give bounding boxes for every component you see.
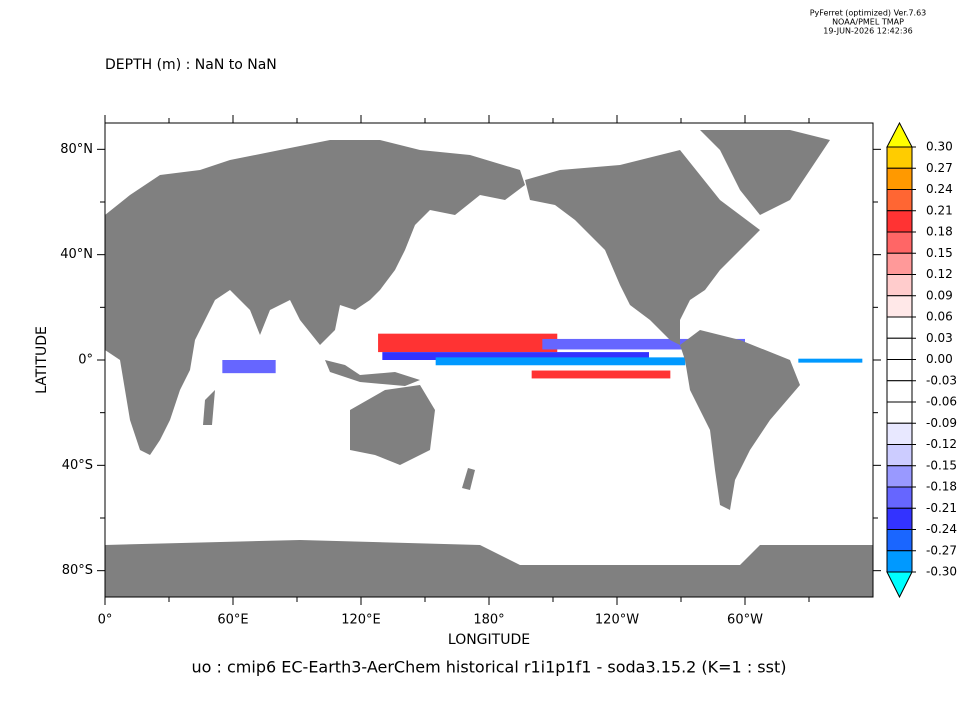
colorbar-label: 0.15 — [926, 246, 953, 260]
field-layer — [222, 333, 863, 379]
colorbar-box — [886, 189, 913, 212]
colorbar-box — [886, 380, 913, 403]
x-tick-label: 180° — [473, 613, 504, 628]
colorbar-box — [886, 444, 913, 467]
colorbar: 0.30 0.27 0.24 0.21 0.18 0.15 0.12 0.09 0.06 0.03… — [886, 121, 957, 599]
velocity-patch — [542, 338, 745, 350]
velocity-patch — [435, 357, 686, 366]
y-axis-label: LATITUDE — [34, 326, 50, 394]
x-tick-label: 0° — [98, 613, 113, 628]
colorbar-label: -0.27 — [926, 543, 957, 557]
footer: uo : cmip6 EC-Earth3-AerChem historical … — [192, 658, 787, 677]
y-tick-label: 40°N — [60, 247, 93, 262]
colorbar-box — [886, 486, 913, 509]
header-line: 19-JUN-2026 12:42:36 — [823, 27, 912, 36]
colorbar-label: -0.12 — [926, 437, 957, 451]
velocity-patch — [382, 352, 649, 360]
colorbar-label: -0.30 — [926, 565, 957, 579]
indonesia — [325, 360, 420, 386]
velocity-patch — [378, 333, 558, 353]
x-tick-label: 60°W — [727, 613, 763, 628]
x-tick-label: 60°E — [217, 613, 248, 628]
header-line: NOAA/PMEL TMAP — [832, 18, 904, 27]
colorbar-label: 0.03 — [926, 331, 953, 345]
velocity-patch — [531, 370, 671, 379]
greenland — [700, 130, 830, 215]
madagascar — [203, 390, 215, 425]
colorbar-box — [886, 252, 913, 275]
colorbar-label: 0.24 — [926, 182, 953, 196]
colorbar-box — [886, 465, 913, 488]
colorbar-label: -0.06 — [926, 395, 957, 409]
eurasia-africa — [105, 140, 525, 455]
velocity-patch — [222, 360, 276, 374]
colorbar-label: -0.18 — [926, 480, 957, 494]
colorbar-under — [886, 571, 913, 599]
colorbar-label: 0.27 — [926, 161, 953, 175]
colorbar-label: 0.30 — [926, 140, 953, 154]
colorbar-box — [886, 295, 913, 318]
y-tick-label: 80°N — [60, 142, 93, 157]
y-tick-label: 40°S — [62, 458, 93, 473]
colorbar-box — [886, 550, 913, 573]
header-line: PyFerret (optimized) Ver.7.63 — [810, 9, 927, 18]
colorbar-box — [886, 401, 913, 424]
colorbar-box — [886, 507, 913, 530]
colorbar-box — [886, 316, 913, 339]
colorbar-box — [886, 210, 913, 233]
map-title: DEPTH (m) : NaN to NaN — [105, 57, 277, 73]
x-axis-label: LONGITUDE — [448, 632, 530, 648]
south-america — [680, 330, 800, 510]
antarctica — [105, 540, 873, 597]
colorbar-label: -0.21 — [926, 501, 957, 515]
x-tick-label: 120°E — [341, 613, 381, 628]
colorbar-label: 0.09 — [926, 288, 953, 302]
x-tick-label: 120°W — [595, 613, 639, 628]
colorbar-box — [886, 359, 913, 382]
colorbar-box — [886, 231, 913, 254]
colorbar-label: 0.06 — [926, 310, 953, 324]
colorbar-over — [886, 121, 913, 148]
north-america — [525, 150, 760, 345]
new-zealand — [462, 468, 475, 490]
colorbar-label: -0.09 — [926, 416, 957, 430]
velocity-patch — [798, 358, 863, 363]
colorbar-label: 0.12 — [926, 267, 953, 281]
colorbar-label: -0.03 — [926, 373, 957, 387]
colorbar-box — [886, 337, 913, 360]
colorbar-box — [886, 422, 913, 445]
colorbar-box — [886, 274, 913, 297]
colorbar-box — [886, 146, 913, 169]
colorbar-label: -0.24 — [926, 522, 957, 536]
colorbar-label: -0.15 — [926, 458, 957, 472]
colorbar-box — [886, 529, 913, 552]
colorbar-box — [886, 167, 913, 190]
australia — [350, 385, 435, 465]
colorbar-label: 0.00 — [926, 352, 953, 366]
axes: 0° 60°E 120°E 180° 120°W 60°W 80°N 40°N 0° 40°S 80… — [60, 115, 881, 628]
colorbar-label: 0.18 — [926, 225, 953, 239]
land — [105, 130, 873, 597]
y-tick-label: 80°S — [62, 563, 93, 578]
colorbar-label: 0.21 — [926, 203, 953, 217]
y-tick-label: 0° — [78, 353, 93, 368]
